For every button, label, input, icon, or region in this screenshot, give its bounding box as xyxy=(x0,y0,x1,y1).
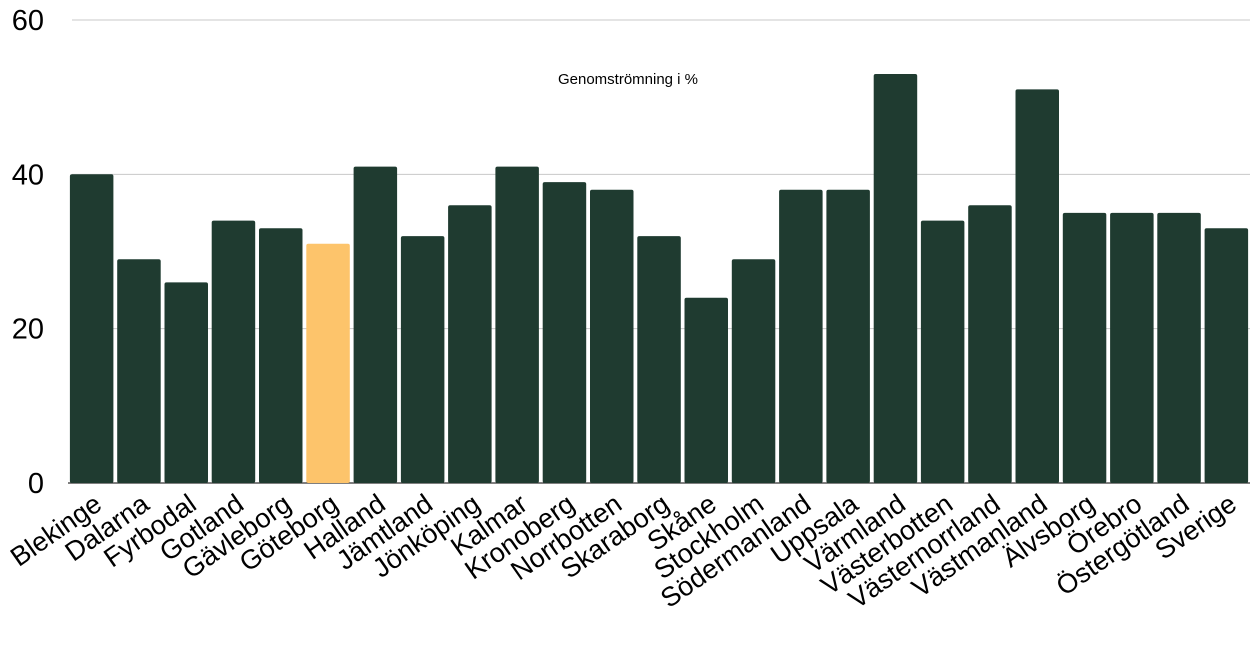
bar-stockholm xyxy=(731,259,776,483)
y-tick-label: 60 xyxy=(12,5,44,37)
bar-västernorrland xyxy=(968,205,1012,483)
bar-östergötland xyxy=(1157,212,1201,483)
bar-jönköping xyxy=(448,205,492,483)
y-tick-label: 0 xyxy=(28,468,44,500)
chart-title: Genomströmning i % xyxy=(558,71,698,88)
bar-kalmar xyxy=(495,166,539,483)
bars-layer xyxy=(69,74,1249,484)
bar-gävleborg xyxy=(259,228,303,483)
bar-gotland xyxy=(211,220,256,483)
bar-blekinge xyxy=(69,174,114,484)
bar-skaraborg xyxy=(637,236,681,483)
x-axis-labels: BlekingeDalarnaFyrbodalGotlandGävleborgG… xyxy=(5,488,1242,615)
bar-jämtland xyxy=(400,236,445,483)
bar-södermanland xyxy=(779,189,823,484)
bar-norrbotten xyxy=(590,189,634,484)
y-tick-label: 40 xyxy=(12,159,44,191)
bar-västerbotten xyxy=(920,220,965,483)
y-axis-ticks: 0 20 40 60 xyxy=(12,5,44,500)
bar-värmland xyxy=(873,74,918,483)
bar-västmanland xyxy=(1015,89,1059,484)
bar-älvsborg xyxy=(1062,212,1107,483)
bar-uppsala xyxy=(826,189,870,484)
bar-dalarna xyxy=(117,259,161,483)
bar-kronoberg xyxy=(542,182,587,483)
bar-göteborg xyxy=(306,243,350,483)
bar-sverige xyxy=(1204,228,1249,483)
bar-örebro xyxy=(1110,212,1154,483)
bar-skåne xyxy=(684,297,728,483)
bar-halland xyxy=(353,166,398,483)
bar-fyrbodal xyxy=(164,282,208,483)
y-tick-label: 20 xyxy=(12,314,44,346)
